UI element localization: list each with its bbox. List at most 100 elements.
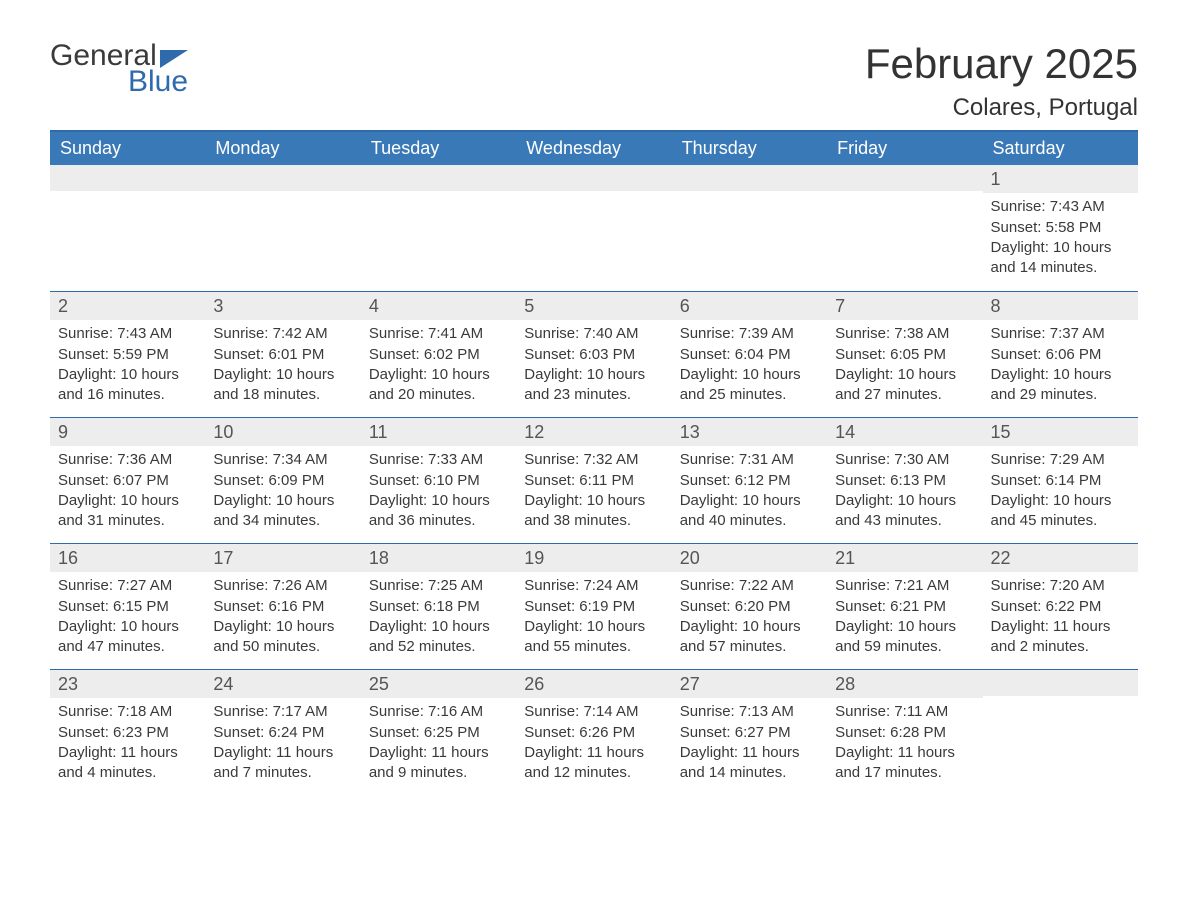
day-sunset: Sunset: 6:22 PM <box>991 597 1130 617</box>
calendar: SundayMondayTuesdayWednesdayThursdayFrid… <box>50 130 1138 795</box>
day-sunset: Sunset: 6:28 PM <box>835 723 974 743</box>
day-number: 12 <box>516 418 671 446</box>
day-sunrise: Sunrise: 7:43 AM <box>58 324 197 344</box>
day-sunset: Sunset: 6:18 PM <box>369 597 508 617</box>
day-cell: 22Sunrise: 7:20 AMSunset: 6:22 PMDayligh… <box>983 544 1138 669</box>
day-number: 25 <box>361 670 516 698</box>
day-number: 1 <box>983 165 1138 193</box>
day-sunrise: Sunrise: 7:14 AM <box>524 702 663 722</box>
day-body: Sunrise: 7:41 AMSunset: 6:02 PMDaylight:… <box>361 320 516 413</box>
day-number: 5 <box>516 292 671 320</box>
day-sunset: Sunset: 5:58 PM <box>991 218 1130 238</box>
day-day1: Daylight: 11 hours <box>991 617 1130 637</box>
day-day2: and 16 minutes. <box>58 385 197 405</box>
day-body: Sunrise: 7:17 AMSunset: 6:24 PMDaylight:… <box>205 698 360 791</box>
day-sunset: Sunset: 6:03 PM <box>524 345 663 365</box>
day-cell: 6Sunrise: 7:39 AMSunset: 6:04 PMDaylight… <box>672 292 827 417</box>
day-sunrise: Sunrise: 7:13 AM <box>680 702 819 722</box>
day-cell: 14Sunrise: 7:30 AMSunset: 6:13 PMDayligh… <box>827 418 982 543</box>
day-sunrise: Sunrise: 7:34 AM <box>213 450 352 470</box>
day-cell: 9Sunrise: 7:36 AMSunset: 6:07 PMDaylight… <box>50 418 205 543</box>
day-day1: Daylight: 10 hours <box>991 365 1130 385</box>
day-sunrise: Sunrise: 7:26 AM <box>213 576 352 596</box>
day-sunrise: Sunrise: 7:38 AM <box>835 324 974 344</box>
day-sunrise: Sunrise: 7:37 AM <box>991 324 1130 344</box>
day-day2: and 36 minutes. <box>369 511 508 531</box>
day-body: Sunrise: 7:42 AMSunset: 6:01 PMDaylight:… <box>205 320 360 413</box>
day-day2: and 47 minutes. <box>58 637 197 657</box>
day-body: Sunrise: 7:32 AMSunset: 6:11 PMDaylight:… <box>516 446 671 539</box>
day-sunset: Sunset: 6:13 PM <box>835 471 974 491</box>
day-number <box>672 165 827 191</box>
day-day2: and 43 minutes. <box>835 511 974 531</box>
day-sunset: Sunset: 6:04 PM <box>680 345 819 365</box>
day-day2: and 25 minutes. <box>680 385 819 405</box>
day-sunset: Sunset: 6:16 PM <box>213 597 352 617</box>
day-day1: Daylight: 10 hours <box>680 617 819 637</box>
day-sunset: Sunset: 5:59 PM <box>58 345 197 365</box>
day-day2: and 2 minutes. <box>991 637 1130 657</box>
day-cell: 25Sunrise: 7:16 AMSunset: 6:25 PMDayligh… <box>361 670 516 795</box>
weekday-cell: Wednesday <box>516 132 671 165</box>
day-number: 11 <box>361 418 516 446</box>
day-day2: and 45 minutes. <box>991 511 1130 531</box>
day-number: 17 <box>205 544 360 572</box>
day-body: Sunrise: 7:21 AMSunset: 6:21 PMDaylight:… <box>827 572 982 665</box>
day-cell: 1Sunrise: 7:43 AMSunset: 5:58 PMDaylight… <box>983 165 1138 291</box>
day-number <box>205 165 360 191</box>
day-day1: Daylight: 10 hours <box>680 491 819 511</box>
day-number <box>827 165 982 191</box>
day-sunset: Sunset: 6:24 PM <box>213 723 352 743</box>
day-day1: Daylight: 10 hours <box>835 365 974 385</box>
day-sunrise: Sunrise: 7:11 AM <box>835 702 974 722</box>
day-day1: Daylight: 10 hours <box>213 491 352 511</box>
day-body: Sunrise: 7:26 AMSunset: 6:16 PMDaylight:… <box>205 572 360 665</box>
day-number: 13 <box>672 418 827 446</box>
day-body: Sunrise: 7:34 AMSunset: 6:09 PMDaylight:… <box>205 446 360 539</box>
day-cell: 21Sunrise: 7:21 AMSunset: 6:21 PMDayligh… <box>827 544 982 669</box>
day-day1: Daylight: 11 hours <box>369 743 508 763</box>
day-day1: Daylight: 11 hours <box>524 743 663 763</box>
week-row: 2Sunrise: 7:43 AMSunset: 5:59 PMDaylight… <box>50 291 1138 417</box>
day-cell: 7 Sunrise: 7:38 AMSunset: 6:05 PMDaylight… <box>827 292 982 417</box>
day-sunrise: Sunrise: 7:32 AM <box>524 450 663 470</box>
day-sunrise: Sunrise: 7:22 AM <box>680 576 819 596</box>
day-body: Sunrise: 7:14 AMSunset: 6:26 PMDaylight:… <box>516 698 671 791</box>
day-sunset: Sunset: 6:09 PM <box>213 471 352 491</box>
day-sunrise: Sunrise: 7:43 AM <box>991 197 1130 217</box>
day-day2: and 4 minutes. <box>58 763 197 783</box>
day-cell: 2Sunrise: 7:43 AMSunset: 5:59 PMDaylight… <box>50 292 205 417</box>
day-sunset: Sunset: 6:01 PM <box>213 345 352 365</box>
day-sunset: Sunset: 6:15 PM <box>58 597 197 617</box>
day-day2: and 57 minutes. <box>680 637 819 657</box>
day-day2: and 34 minutes. <box>213 511 352 531</box>
day-day1: Daylight: 10 hours <box>524 491 663 511</box>
day-sunrise: Sunrise: 7:29 AM <box>991 450 1130 470</box>
day-cell: 26Sunrise: 7:14 AMSunset: 6:26 PMDayligh… <box>516 670 671 795</box>
day-body: Sunrise: 7:39 AMSunset: 6:04 PMDaylight:… <box>672 320 827 413</box>
day-cell: 13Sunrise: 7:31 AMSunset: 6:12 PMDayligh… <box>672 418 827 543</box>
day-number: 7 <box>827 292 982 320</box>
day-day2: and 9 minutes. <box>369 763 508 783</box>
day-number: 20 <box>672 544 827 572</box>
day-day1: Daylight: 10 hours <box>991 491 1130 511</box>
day-cell <box>361 165 516 291</box>
day-day2: and 14 minutes. <box>991 258 1130 278</box>
day-day1: Daylight: 10 hours <box>835 491 974 511</box>
day-body: Sunrise: 7:25 AMSunset: 6:18 PMDaylight:… <box>361 572 516 665</box>
day-body: Sunrise: 7:31 AMSunset: 6:12 PMDaylight:… <box>672 446 827 539</box>
day-number: 6 <box>672 292 827 320</box>
day-number <box>516 165 671 191</box>
day-sunset: Sunset: 6:27 PM <box>680 723 819 743</box>
day-sunrise: Sunrise: 7:36 AM <box>58 450 197 470</box>
day-sunset: Sunset: 6:05 PM <box>835 345 974 365</box>
day-sunrise: Sunrise: 7:21 AM <box>835 576 974 596</box>
day-day1: Daylight: 10 hours <box>369 491 508 511</box>
week-row: 1Sunrise: 7:43 AMSunset: 5:58 PMDaylight… <box>50 165 1138 291</box>
day-cell: 11Sunrise: 7:33 AMSunset: 6:10 PMDayligh… <box>361 418 516 543</box>
day-sunset: Sunset: 6:06 PM <box>991 345 1130 365</box>
day-body: Sunrise: 7:37 AMSunset: 6:06 PMDaylight:… <box>983 320 1138 413</box>
day-sunset: Sunset: 6:26 PM <box>524 723 663 743</box>
day-cell: 17Sunrise: 7:26 AMSunset: 6:16 PMDayligh… <box>205 544 360 669</box>
day-number: 15 <box>983 418 1138 446</box>
